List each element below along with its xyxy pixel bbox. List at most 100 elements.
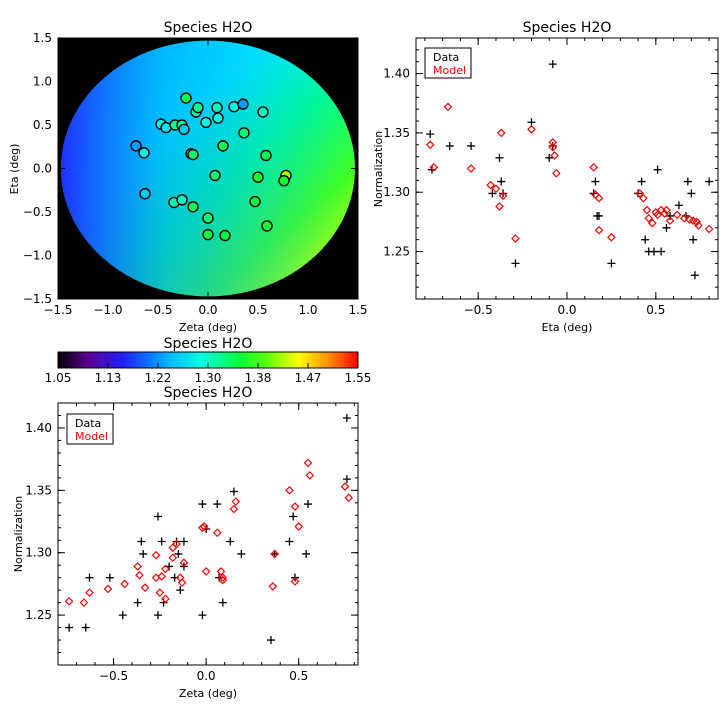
map-ytick-label: 1.5 xyxy=(33,31,52,45)
zeta-data-point xyxy=(139,549,148,558)
zeta-data-point xyxy=(154,512,162,521)
zeta-model-point xyxy=(268,582,278,591)
map-xtick-label: −1.0 xyxy=(93,303,122,317)
eta-data-point xyxy=(662,223,671,232)
zeta-model-point xyxy=(103,584,113,594)
zeta-ytick-label: 1.40 xyxy=(25,421,52,435)
zeta-model-point xyxy=(290,577,300,586)
eta-model-point xyxy=(688,216,698,226)
colorbar-axis: 1.05 1.13 1.22 1.30 1.38 1.47 1.55 xyxy=(45,363,371,385)
map-x-axis: −1.5 −1.0 −0.5 0.0 0.5 1.0 1.5 xyxy=(43,38,368,317)
zeta-data-point xyxy=(302,549,311,558)
map-point xyxy=(130,140,142,152)
map-title: Species H2O xyxy=(164,20,253,36)
eta-scatter-title: Species H2O xyxy=(523,20,612,36)
zeta-data-point xyxy=(218,598,227,607)
eta-data-point xyxy=(594,211,603,220)
eta-ytick-label: 1.30 xyxy=(383,185,410,199)
colorbar-tick-label: 1.38 xyxy=(245,371,272,385)
eta-scatter-legend: Data Model xyxy=(424,47,472,79)
map-panel: Species H2O −1.5 −1.0 −0.5 0.0 0.5 1.0 1.5 −1.… xyxy=(8,20,368,334)
eta-model-point xyxy=(550,151,559,160)
eta-data-point xyxy=(690,271,699,280)
zeta-data-point xyxy=(174,549,183,558)
eta-data-point xyxy=(591,177,600,186)
zeta-model-point xyxy=(85,588,94,597)
zeta-data-point xyxy=(304,500,312,509)
map-point xyxy=(200,116,212,129)
zeta-model-point xyxy=(172,539,181,549)
zeta-data-point xyxy=(81,623,90,632)
map-xtick-label: 0.0 xyxy=(198,303,217,317)
eta-model-point xyxy=(662,205,671,215)
eta-xtick-label: −0.5 xyxy=(464,303,493,317)
zeta-ytick-label: 1.25 xyxy=(25,608,52,622)
zeta-data-point xyxy=(65,623,74,632)
zeta-data-point xyxy=(105,573,114,582)
eta-data-point xyxy=(634,189,643,198)
colorbar-tick-label: 1.05 xyxy=(45,371,72,385)
map-point xyxy=(252,171,264,183)
zeta-model-point xyxy=(161,564,170,574)
map-point xyxy=(139,188,151,200)
map-xtick-label: −1.5 xyxy=(43,303,72,317)
map-points xyxy=(130,92,292,242)
map-point xyxy=(209,169,221,182)
zeta-scatter-x-label: Zeta (deg) xyxy=(179,687,237,700)
map-point xyxy=(202,212,214,224)
map-point xyxy=(217,140,229,152)
eta-model-point xyxy=(692,217,702,227)
eta-data-point xyxy=(607,259,616,268)
zeta-legend-data: Data xyxy=(75,417,101,430)
map-point xyxy=(211,101,223,114)
zeta-model-point xyxy=(168,543,178,553)
eta-data-point xyxy=(683,177,692,186)
eta-model-point xyxy=(594,225,604,235)
eta-ytick-label: 1.35 xyxy=(383,126,410,140)
zeta-model-point xyxy=(133,562,142,571)
map-point xyxy=(202,228,214,241)
zeta-xtick-label: −0.5 xyxy=(99,669,128,683)
zeta-model-point xyxy=(140,583,150,592)
eta-data-point xyxy=(488,189,497,198)
map-point xyxy=(187,201,199,213)
eta-model-point xyxy=(653,210,662,220)
map-point xyxy=(212,112,224,124)
eta-scatter-panel: Species H2O −0.5 0.0 0.5 1.251.301.351.40 … xyxy=(372,20,719,334)
eta-model-point xyxy=(704,224,714,234)
zeta-data-point xyxy=(289,512,298,521)
zeta-data-point xyxy=(179,537,188,546)
zeta-xtick-label: 0.5 xyxy=(289,669,308,683)
eta-data-point xyxy=(499,189,508,198)
zeta-model-point xyxy=(231,497,241,506)
map-point xyxy=(238,127,250,139)
zeta-data-point xyxy=(133,598,142,607)
eta-ytick-label: 1.25 xyxy=(383,245,410,259)
zeta-model-point xyxy=(303,458,313,468)
zeta-model-point xyxy=(218,575,228,585)
map-point xyxy=(192,101,204,114)
zeta-model-point xyxy=(285,485,294,495)
eta-model-point xyxy=(491,184,501,194)
eta-model-point xyxy=(694,221,703,230)
eta-model-point xyxy=(495,202,504,211)
eta-model-point xyxy=(548,142,558,152)
eta-model-point xyxy=(429,162,439,172)
map-point xyxy=(237,98,249,110)
eta-data-point xyxy=(511,259,520,268)
zeta-scatter-frame xyxy=(57,402,359,666)
eta-model-point xyxy=(496,128,506,138)
colorbar-tick-label: 1.22 xyxy=(145,371,172,385)
eta-legend-model: Model xyxy=(433,64,466,77)
zeta-model-point xyxy=(168,553,178,563)
zeta-model-point xyxy=(79,598,89,607)
map-xtick-label: 1.0 xyxy=(298,303,317,317)
eta-model-point xyxy=(589,162,598,172)
zeta-scatter-x-axis: −0.5 0.0 0.5 xyxy=(57,403,355,683)
colorbar-panel: Species H2O 1.05 1.13 1.22 1.30 1.38 1.47 1.55 xyxy=(45,336,372,385)
zeta-model-point xyxy=(64,597,74,606)
zeta-data-point xyxy=(172,537,181,546)
zeta-scatter-panel: Species H2O −0.5 0.0 0.5 1.251.301.351.40 … xyxy=(12,385,359,700)
zeta-model-point xyxy=(155,588,165,597)
